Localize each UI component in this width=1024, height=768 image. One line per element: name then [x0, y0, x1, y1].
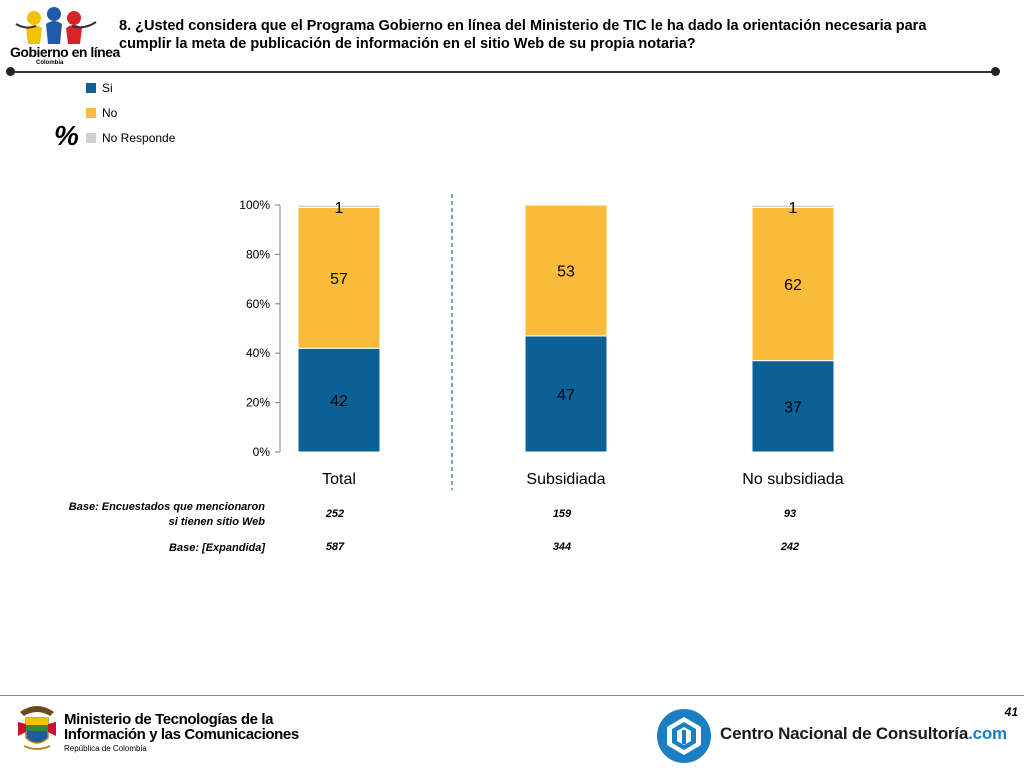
bar-si-total: [297, 347, 381, 453]
legend-label-no: No: [102, 105, 118, 120]
footer-divider: [0, 695, 1024, 696]
y-tick-label: 80%: [246, 247, 270, 261]
data-label-no-responde-total: 1: [335, 200, 344, 217]
data-label-si-total: 42: [330, 393, 348, 410]
bar-no-no-subsidiada: [751, 206, 835, 362]
category-label-no-subsidiada: No subsidiada: [742, 471, 844, 488]
legend-swatch-si: [86, 82, 96, 93]
base-value-no-subsidiada: 93: [783, 508, 797, 520]
legend-item-no: No: [86, 100, 175, 125]
ministry-name: Ministerio de Tecnologías de la Informac…: [64, 712, 299, 742]
legend-swatch-no: [86, 107, 96, 118]
cnc-logo-icon: [657, 709, 711, 763]
y-tick-label: 20%: [246, 396, 270, 410]
colombia-coat-of-arms-icon: [18, 706, 56, 750]
expandida-value-total: 587: [325, 541, 345, 553]
legend-item-no-responde: No Responde: [86, 125, 175, 150]
bar-si-no-subsidiada: [751, 360, 835, 453]
base-label-line2: si tienen sitio Web: [168, 516, 265, 528]
y-tick-label: 100%: [239, 198, 270, 212]
legend: Si No No Responde: [86, 75, 175, 150]
ministry-name-line2: Información y las Comunicaciones: [64, 726, 299, 743]
stacked-bar-chart: 0% 20% 40% 60% 80% 100% 42 57 1 Total 47 53 Subsidia…: [239, 194, 844, 490]
y-tick-label: 60%: [246, 297, 270, 311]
divider-dot-left: [6, 67, 15, 76]
data-label-si-subsidiada: 47: [557, 387, 575, 404]
legend-label-si: Si: [102, 80, 113, 95]
expandida-value-subsidiada: 344: [552, 541, 572, 553]
category-label-subsidiada: Subsidiada: [526, 471, 605, 488]
percent-symbol: %: [54, 120, 79, 151]
legend-item-si: Si: [86, 75, 175, 100]
page-number: 41: [1004, 705, 1018, 719]
bar-si-subsidiada: [524, 335, 608, 453]
cnc-name-main: Centro Nacional de Consultoría: [720, 724, 969, 743]
data-label-no-no-subsidiada: 62: [784, 277, 802, 294]
data-label-no-subsidiada: 53: [557, 263, 575, 280]
base-value-total: 252: [325, 508, 345, 520]
y-tick-label: 0%: [253, 445, 271, 459]
top-divider: [10, 71, 996, 73]
ministry-subtitle: República de Colombia: [64, 744, 147, 753]
question-title: 8. ¿Usted considera que el Programa Gobi…: [119, 18, 927, 52]
base-label-expandida: Base: [Expandida]: [169, 542, 265, 554]
base-label-line1: Base: Encuestados que mencionaron: [68, 501, 265, 513]
y-tick-label: 40%: [246, 346, 270, 360]
expandida-value-no-subsidiada: 242: [780, 541, 800, 553]
bar-no-responde-no-subsidiada: [751, 204, 835, 208]
ministry-name-line1: Ministerio de Tecnologías de la: [64, 711, 274, 728]
data-label-no-responde-no-subsidiada: 1: [789, 200, 798, 217]
bar-no-total: [297, 206, 381, 349]
legend-swatch-no-responde: [86, 132, 96, 143]
bar-no-subsidiada: [524, 204, 608, 337]
cnc-name: Centro Nacional de Consultoría.com: [720, 724, 1007, 744]
base-label-encuestados: Base: Encuestados que mencionaron si tie…: [20, 500, 265, 530]
divider-dot-right: [991, 67, 1000, 76]
base-value-subsidiada: 159: [552, 508, 572, 520]
gobierno-en-linea-logo: [15, 7, 97, 44]
data-label-si-no-subsidiada: 37: [784, 399, 802, 416]
bar-no-responde-total: [297, 204, 381, 208]
data-label-no-total: 57: [330, 271, 348, 288]
cnc-domain: .com: [968, 724, 1007, 743]
logo-subtext: Colombia: [36, 60, 64, 66]
legend-label-no-responde: No Responde: [102, 130, 176, 145]
logo-text: Gobierno en línea: [10, 44, 120, 60]
category-label-total: Total: [322, 471, 356, 488]
